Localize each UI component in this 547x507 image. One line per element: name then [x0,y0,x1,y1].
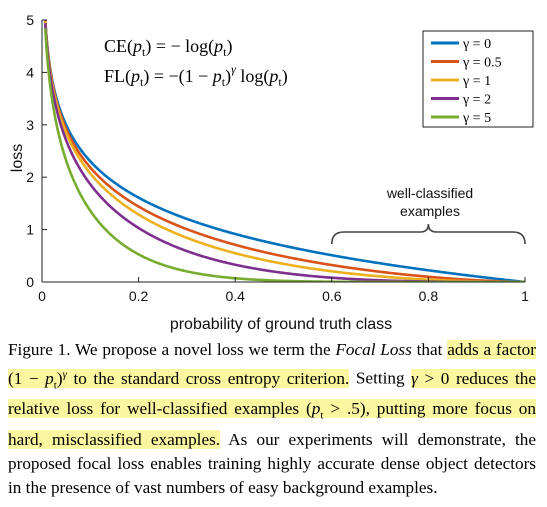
y-tick-label-3: 3 [26,117,34,133]
y-tick-label-0: 0 [26,274,34,290]
y-axis-label: loss [9,144,26,172]
loss-name: Focal Loss [335,340,412,359]
annotation-line2: examples [400,203,460,219]
x-axis-label: probability of ground truth class [170,316,392,333]
legend-label-3: γ = 2 [462,93,491,108]
y-tick-label-1: 1 [26,222,34,238]
series-line-1 [43,20,525,282]
caption-part-2: that [411,340,443,359]
legend-label-4: γ = 5 [462,111,491,126]
focal-loss-figure: 0 0.2 0.4 0.6 0.8 1 0 1 2 3 4 5 CE(pt) = − log(pt) … [9,12,534,333]
x-tick-label-2: 0.4 [225,288,245,304]
legend: γ = 0 γ = 0.5 γ = 1 γ = 2 γ = 5 [422,30,534,128]
y-tick-label-2: 2 [26,169,34,185]
ce-equation: CE(pt) = − log(pt) [104,36,232,59]
x-tick-label-5: 1 [521,288,529,304]
fl-equation: FL(pt) = −(1 − pt)γ log(pt) [104,62,288,89]
legend-label-1: γ = 0.5 [462,56,502,71]
caption-part-4: As our experiments will demonstrate, the… [8,429,536,497]
axes: 0 0.2 0.4 0.6 0.8 1 0 1 2 3 4 5 [26,12,529,304]
y-tick-label-4: 4 [26,64,34,80]
legend-label-0: γ = 0 [462,37,491,52]
caption-part-1: We propose a novel loss we term the [70,340,336,359]
x-tick-label-1: 0.2 [129,288,149,304]
legend-label-2: γ = 1 [462,74,491,89]
series-line-0 [43,20,525,282]
x-tick-label-3: 0.6 [322,288,342,304]
series-line-4 [43,28,525,282]
x-tick-label-4: 0.8 [419,288,439,304]
figure-caption: Figure 1. We propose a novel loss we ter… [8,338,537,500]
figure-label: Figure 1. [8,340,71,359]
curly-brace [331,223,526,245]
series-line-2 [43,21,525,282]
caption-part-3: Setting [355,368,412,388]
annotation-line1: well-classified [386,185,473,201]
x-tick-label-0: 0 [38,288,46,304]
well-classified-annotation: well-classified examples [331,185,526,245]
y-tick-label-5: 5 [26,12,34,28]
